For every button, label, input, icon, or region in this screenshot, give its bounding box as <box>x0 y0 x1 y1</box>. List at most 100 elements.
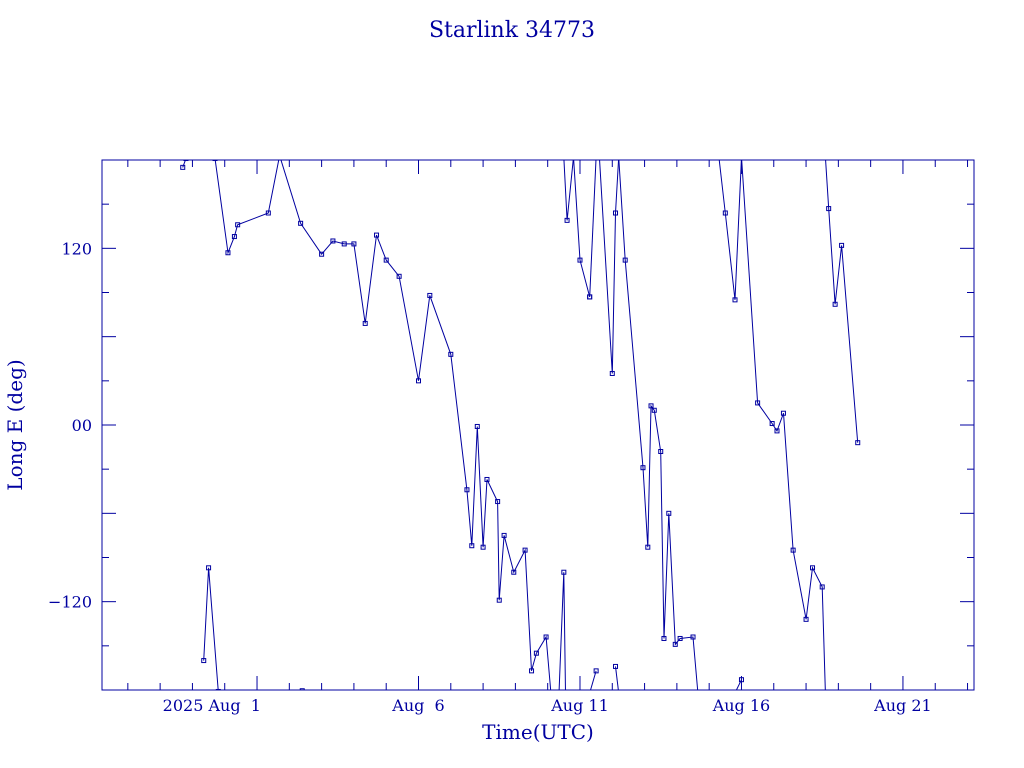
data-point <box>717 155 721 159</box>
data-point <box>533 650 539 656</box>
data-point <box>183 160 189 162</box>
data-point <box>722 210 728 216</box>
data-point <box>832 301 838 307</box>
data-point <box>522 547 528 553</box>
series-line <box>599 160 620 374</box>
series-line <box>214 160 280 255</box>
data-point <box>501 532 507 538</box>
data-point <box>464 487 470 493</box>
data-point <box>617 155 621 159</box>
x-tick-label: Aug 6 <box>391 696 444 715</box>
data-point <box>648 403 654 409</box>
data-point <box>265 210 271 216</box>
data-point <box>474 423 480 429</box>
data-point <box>416 378 422 384</box>
data-point <box>617 691 621 695</box>
data-point <box>593 668 599 674</box>
data-point <box>235 222 241 228</box>
data-point <box>383 257 389 263</box>
data-point <box>225 250 231 256</box>
data-point <box>732 297 738 303</box>
x-tick-label: Aug 21 <box>873 696 932 715</box>
x-tick-labels: 2025 Aug 1 Aug 6 Aug 11 Aug 16 Aug 21 <box>163 696 932 715</box>
data-point <box>278 154 282 158</box>
data-point <box>469 543 475 549</box>
x-tick-label: Aug 11 <box>550 696 609 715</box>
x-tick-label: 2025 Aug 1 <box>163 696 261 715</box>
data-point <box>299 688 305 690</box>
data-point <box>561 569 567 575</box>
data-point <box>448 351 454 357</box>
data-point <box>427 292 433 298</box>
series-line <box>182 160 186 168</box>
data-point <box>180 164 186 170</box>
data-point <box>826 206 832 212</box>
data-point <box>769 421 775 427</box>
y-tick-label: −120 <box>48 593 92 612</box>
series-line <box>718 160 742 300</box>
data-point <box>645 544 651 550</box>
data-point <box>529 668 535 674</box>
series-line <box>573 160 591 298</box>
series-line <box>563 160 574 221</box>
data-point <box>563 691 567 695</box>
data-point <box>790 547 796 553</box>
series-line <box>589 160 597 297</box>
chart-title: Starlink 34773 <box>429 18 595 43</box>
series-line <box>618 160 699 690</box>
y-axis-label: Long E (deg) <box>3 359 27 490</box>
data-point <box>774 428 780 434</box>
data-point <box>201 658 207 664</box>
data-point <box>739 155 743 159</box>
data-point <box>562 155 566 159</box>
data-point <box>696 691 700 695</box>
data-point <box>511 569 517 575</box>
data-point <box>572 155 576 159</box>
data-point <box>613 210 619 216</box>
data-point <box>651 407 657 413</box>
data-point <box>755 400 761 406</box>
data-point <box>298 220 304 226</box>
data-point <box>588 691 592 695</box>
data-point <box>622 257 628 263</box>
x-tick-label: Aug 16 <box>712 696 771 715</box>
y-tick-label: 00 <box>72 416 92 435</box>
data-point <box>496 597 502 603</box>
data-point <box>330 238 336 244</box>
data-point <box>374 232 380 238</box>
data-point <box>572 155 576 159</box>
data-point <box>640 465 646 471</box>
data-point <box>396 273 402 279</box>
data-point <box>823 691 827 695</box>
data-point <box>666 510 672 516</box>
data-point <box>609 370 615 376</box>
data-point <box>564 217 570 223</box>
data-point <box>819 584 825 590</box>
data-point <box>677 635 683 641</box>
data-point <box>739 155 743 159</box>
series-line <box>558 572 566 690</box>
y-tick-labels: 120 00 −120 <box>48 239 92 611</box>
x-axis-label: Time(UTC) <box>482 720 594 744</box>
series-line <box>590 670 597 690</box>
data-point <box>672 641 678 647</box>
axis-ticks <box>102 160 974 690</box>
data-point <box>587 294 593 300</box>
series-line <box>203 567 219 690</box>
data-point <box>810 565 816 571</box>
data-point <box>543 634 549 640</box>
series-line <box>741 160 826 690</box>
series-line <box>615 666 619 690</box>
data-point <box>557 691 561 695</box>
data-point <box>733 691 737 695</box>
data-point <box>215 688 221 690</box>
series-layer <box>180 154 861 695</box>
data-point <box>803 616 809 622</box>
y-tick-label: 120 <box>61 239 92 258</box>
data-point <box>597 155 601 159</box>
data-point <box>206 565 212 571</box>
data-point <box>823 155 827 159</box>
data-point <box>278 154 282 158</box>
data-point <box>577 257 583 263</box>
